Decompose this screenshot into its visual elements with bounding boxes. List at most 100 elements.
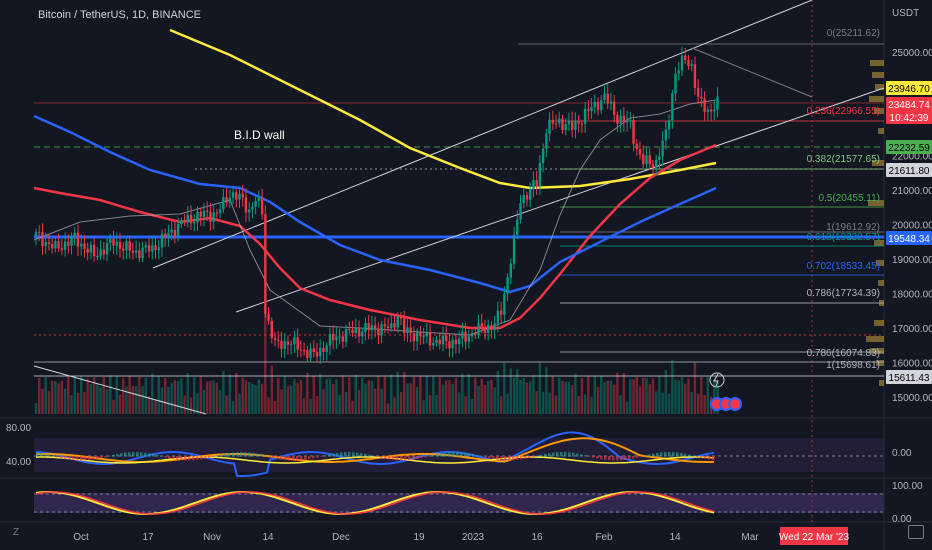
- candle-body: [432, 342, 435, 346]
- candle-body: [231, 192, 235, 198]
- lightning-icon[interactable]: [709, 372, 725, 388]
- macd-histogram-bar: [436, 454, 439, 457]
- volume-profile-bar: [876, 260, 884, 266]
- candle-body: [38, 231, 41, 233]
- macd-histogram-bar: [584, 455, 587, 457]
- macd-histogram-bar: [416, 456, 419, 459]
- macd-histogram-bar: [256, 453, 259, 457]
- candle-body: [186, 214, 190, 223]
- candle-body: [528, 189, 532, 200]
- alert-icons[interactable]: [709, 372, 742, 411]
- candle-body: [583, 109, 587, 124]
- volume-bar: [328, 378, 332, 414]
- volume-bar: [464, 395, 467, 414]
- candle-body: [654, 160, 658, 168]
- candle-body: [448, 341, 451, 349]
- crosshair-date-tag: [780, 527, 848, 545]
- volume-bar: [503, 362, 506, 414]
- candle-body: [215, 212, 219, 214]
- candle-body: [370, 325, 374, 331]
- volume-bar: [180, 378, 183, 414]
- candle-body: [516, 219, 519, 235]
- candle-body: [170, 229, 173, 233]
- candle-body: [600, 99, 603, 111]
- candle-body: [205, 210, 209, 212]
- candle-body: [551, 119, 554, 124]
- volume-bar: [483, 384, 487, 414]
- candle-body: [548, 119, 551, 134]
- macd-histogram-bar: [332, 453, 335, 457]
- candle-body: [609, 101, 613, 104]
- candle-body: [164, 233, 167, 238]
- macd-histogram-bar: [524, 456, 527, 459]
- candle-body: [625, 120, 629, 123]
- candle-body: [470, 332, 474, 337]
- volume-bar: [99, 386, 102, 414]
- volume-bar: [57, 383, 60, 414]
- candle-body: [399, 316, 403, 319]
- candle-body: [635, 143, 638, 149]
- candle-body: [157, 247, 160, 251]
- candle-body: [102, 249, 106, 255]
- macd-histogram-bar: [676, 452, 679, 457]
- candle-body: [189, 214, 193, 224]
- volume-bar: [115, 375, 118, 414]
- macd-histogram-bar: [440, 453, 443, 457]
- candle-body: [509, 263, 513, 278]
- price-tag: [886, 231, 932, 245]
- macd-histogram-bar: [704, 456, 707, 459]
- price-tag-label: 15611.43: [889, 373, 930, 384]
- candle-body: [128, 241, 131, 251]
- candle-body: [703, 98, 706, 112]
- candle-body: [247, 209, 251, 213]
- volume-bar: [186, 373, 190, 414]
- macd-histogram-bar: [616, 456, 619, 461]
- macd-histogram-bar: [172, 456, 175, 460]
- macd-histogram-bar: [712, 456, 715, 460]
- candle-body: [122, 248, 125, 251]
- candle-body: [606, 93, 609, 104]
- calendar-icon[interactable]: [908, 525, 924, 539]
- candle-body: [54, 241, 57, 249]
- candle-body: [151, 245, 154, 252]
- candle-body: [183, 220, 186, 223]
- volume-bar: [202, 389, 206, 414]
- volume-bar: [406, 383, 409, 414]
- macd-histogram-bar: [532, 456, 535, 457]
- macd-histogram-bar: [200, 456, 203, 460]
- candle-body: [47, 242, 51, 244]
- macd-histogram-bar: [376, 456, 379, 458]
- candle-body: [325, 345, 328, 352]
- symbol-title[interactable]: Bitcoin / TetherUS, 1D, BINANCE: [38, 9, 202, 21]
- macd-histogram-bar: [264, 455, 267, 457]
- candle-body: [144, 245, 148, 248]
- volume-bar: [386, 403, 390, 414]
- candle-body: [225, 197, 228, 203]
- candle-body: [193, 222, 196, 224]
- volume-bar: [658, 375, 661, 414]
- macd-histogram-bar: [88, 456, 91, 461]
- volume-bar: [315, 396, 319, 414]
- candle-body: [570, 120, 574, 130]
- macd-histogram-bar: [624, 456, 627, 460]
- macd-histogram-bar: [136, 452, 139, 457]
- volume-bar: [122, 378, 125, 414]
- rsi-yellow-line: [35, 456, 715, 464]
- macd-histogram-bar: [104, 456, 107, 458]
- fib-level-label: 0(25211.62): [827, 28, 880, 39]
- volume-bar: [396, 371, 399, 414]
- fib-level-label: 1(15698.61): [826, 360, 880, 371]
- macd-histogram-bar: [120, 453, 123, 457]
- time-tick-label: Oct: [73, 532, 89, 543]
- event-icon[interactable]: [728, 397, 742, 411]
- volume-bar: [109, 375, 112, 414]
- candle-body: [538, 162, 542, 186]
- volume-bar: [289, 385, 293, 414]
- volume-bar: [283, 376, 286, 414]
- candle-body: [319, 347, 322, 357]
- macd-histogram-bar: [316, 456, 319, 458]
- candle-body: [212, 212, 215, 222]
- volume-bar: [477, 386, 480, 414]
- fib-level-label: 0.5(20455.11): [818, 193, 880, 204]
